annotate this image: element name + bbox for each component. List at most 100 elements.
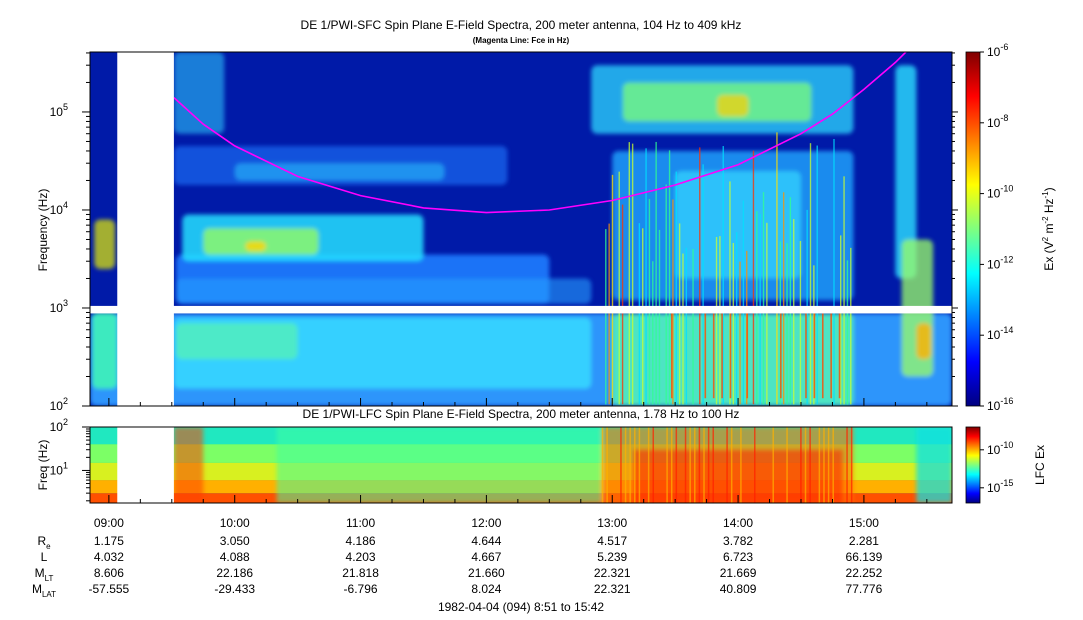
lfc-streak [804,427,807,503]
sfc-streak [809,143,812,405]
ephemeris-value: 22.321 [594,582,631,596]
sfc-low-streak [729,313,732,399]
ephemeris-value: 22.321 [594,566,631,580]
lfc-streak [809,427,811,503]
lfc-y-tick-label: 101 [50,460,68,477]
sfc-streak [742,200,745,405]
lfc-streak [740,427,742,503]
sfc-y-axis: 102 103 104 105 [50,52,958,413]
sfc-streak [631,143,634,405]
lfc-y-tick-label: 102 [50,417,68,434]
sfc-left-strip [92,312,118,389]
ephemeris-value: 21.669 [720,566,757,580]
lfc-streak [703,427,705,503]
lfc-streak [601,427,604,503]
sfc-streak [658,229,661,405]
lfc-streak [730,427,733,503]
ephemeris-value: 3.050 [220,534,250,548]
sfc-streak [732,242,735,405]
lfc-data-gap [117,427,174,503]
sfc-late-column [895,65,917,279]
sfc-streak [833,139,835,405]
sfc-streak [762,192,765,405]
sfc-low-streak [821,313,824,399]
lfc-streak [638,427,641,503]
lfc-streak [754,427,756,503]
sfc-streak [685,247,688,405]
lfc-spectrogram: 101 102 Freq (Hz) [36,417,953,504]
lfc-streak [707,427,710,503]
ephemeris-value: 8.024 [471,582,501,596]
sfc-colorbar-label: Ex (V2 m-2 Hz-1) [1041,187,1056,270]
lfc-early-bright [173,427,204,503]
sfc-upper-band-bright [234,163,445,181]
ephemeris-row-label: L [41,550,48,564]
sfc-data-gap [117,52,174,406]
sfc-low-streak [721,313,723,399]
sfc-streak [722,146,724,405]
fce-line [173,52,907,214]
lfc-streak [786,427,788,503]
ephemeris-value: 4.032 [94,550,124,564]
sfc-streak [621,204,624,405]
sfc-streak [776,132,778,405]
ephemeris-value: 22.252 [846,566,883,580]
sfc-x-ticks [108,398,928,406]
lfc-streak [846,427,848,503]
lfc-streak [726,427,728,503]
time-tick-label: 12:00 [471,516,501,530]
time-tick-label: 14:00 [723,516,753,530]
sfc-colorbar-ticks: 10-6 10-8 10-10 10-12 10-14 10-16 [980,42,1013,413]
time-tick-label: 10:00 [220,516,250,530]
sfc-streak [850,247,852,405]
ephemeris-table: Re 1.175 3.050 4.186 4.644 4.517 3.782 2.281 L 4.… [32,534,883,599]
sfc-streak [611,174,614,405]
sfc-colorbar-tick-label: 10-12 [987,254,1013,271]
time-tick-label: 13:00 [597,516,627,530]
lfc-streak [800,427,802,503]
lfc-streak [694,427,696,503]
ephemeris-value: 6.723 [723,550,753,564]
sfc-colorbar: 10-6 10-8 10-10 10-12 10-14 10-16 Ex (V2 m-2 … [965,42,1056,413]
sfc-colorbar-tick-label: 10-10 [987,184,1013,201]
time-range-footer: 1982-04-04 (094) 8:51 to 15:42 [438,600,604,614]
lfc-streak [675,427,678,503]
sfc-streak [605,229,607,405]
lfc-colorbar-tick-label: 10-10 [987,440,1013,457]
sfc-low-streak [813,313,816,399]
sfc-hiss-base [175,278,592,304]
ephemeris-value: -6.796 [344,582,378,596]
sfc-y-tick-label: 104 [50,200,68,217]
ephemeris-value: 3.782 [723,534,753,548]
sfc-streak [735,232,738,405]
sfc-streak [702,164,704,405]
sfc-streak [655,141,657,405]
lfc-streak [818,427,821,503]
ephemeris-value: -57.555 [89,582,130,596]
sfc-streak [840,235,842,405]
lfc-frame [89,426,953,504]
sfc-streak [816,145,818,405]
sfc-streak [682,253,684,405]
sfc-streak [628,142,630,405]
ephemeris-value: -29.433 [214,582,255,596]
ephemeris-value: 22.186 [216,566,253,580]
sfc-streak [642,228,644,405]
sfc-lowband-green [175,323,298,360]
time-tick-label: 15:00 [849,516,879,530]
ephemeris-value: 8.606 [94,566,124,580]
sfc-afternoon-hf-peak [717,94,749,117]
lfc-streak [624,427,627,503]
bottom-panel-title: DE 1/PWI-LFC Spin Plane E-Field Spectra,… [303,407,740,421]
lfc-streak [629,427,631,503]
ephemeris-row-label: MLT [35,566,54,583]
sfc-colorbar-tick-label: 10-6 [987,42,1008,59]
sfc-streak [678,223,681,405]
ephemeris-value: 4.517 [597,534,627,548]
sfc-y-axis-label: Frequency (Hz) [36,189,50,272]
lfc-streak [832,427,834,503]
sfc-colorbar-tick-label: 10-8 [987,113,1008,130]
sfc-streak [668,150,671,405]
lfc-streak [827,427,830,503]
